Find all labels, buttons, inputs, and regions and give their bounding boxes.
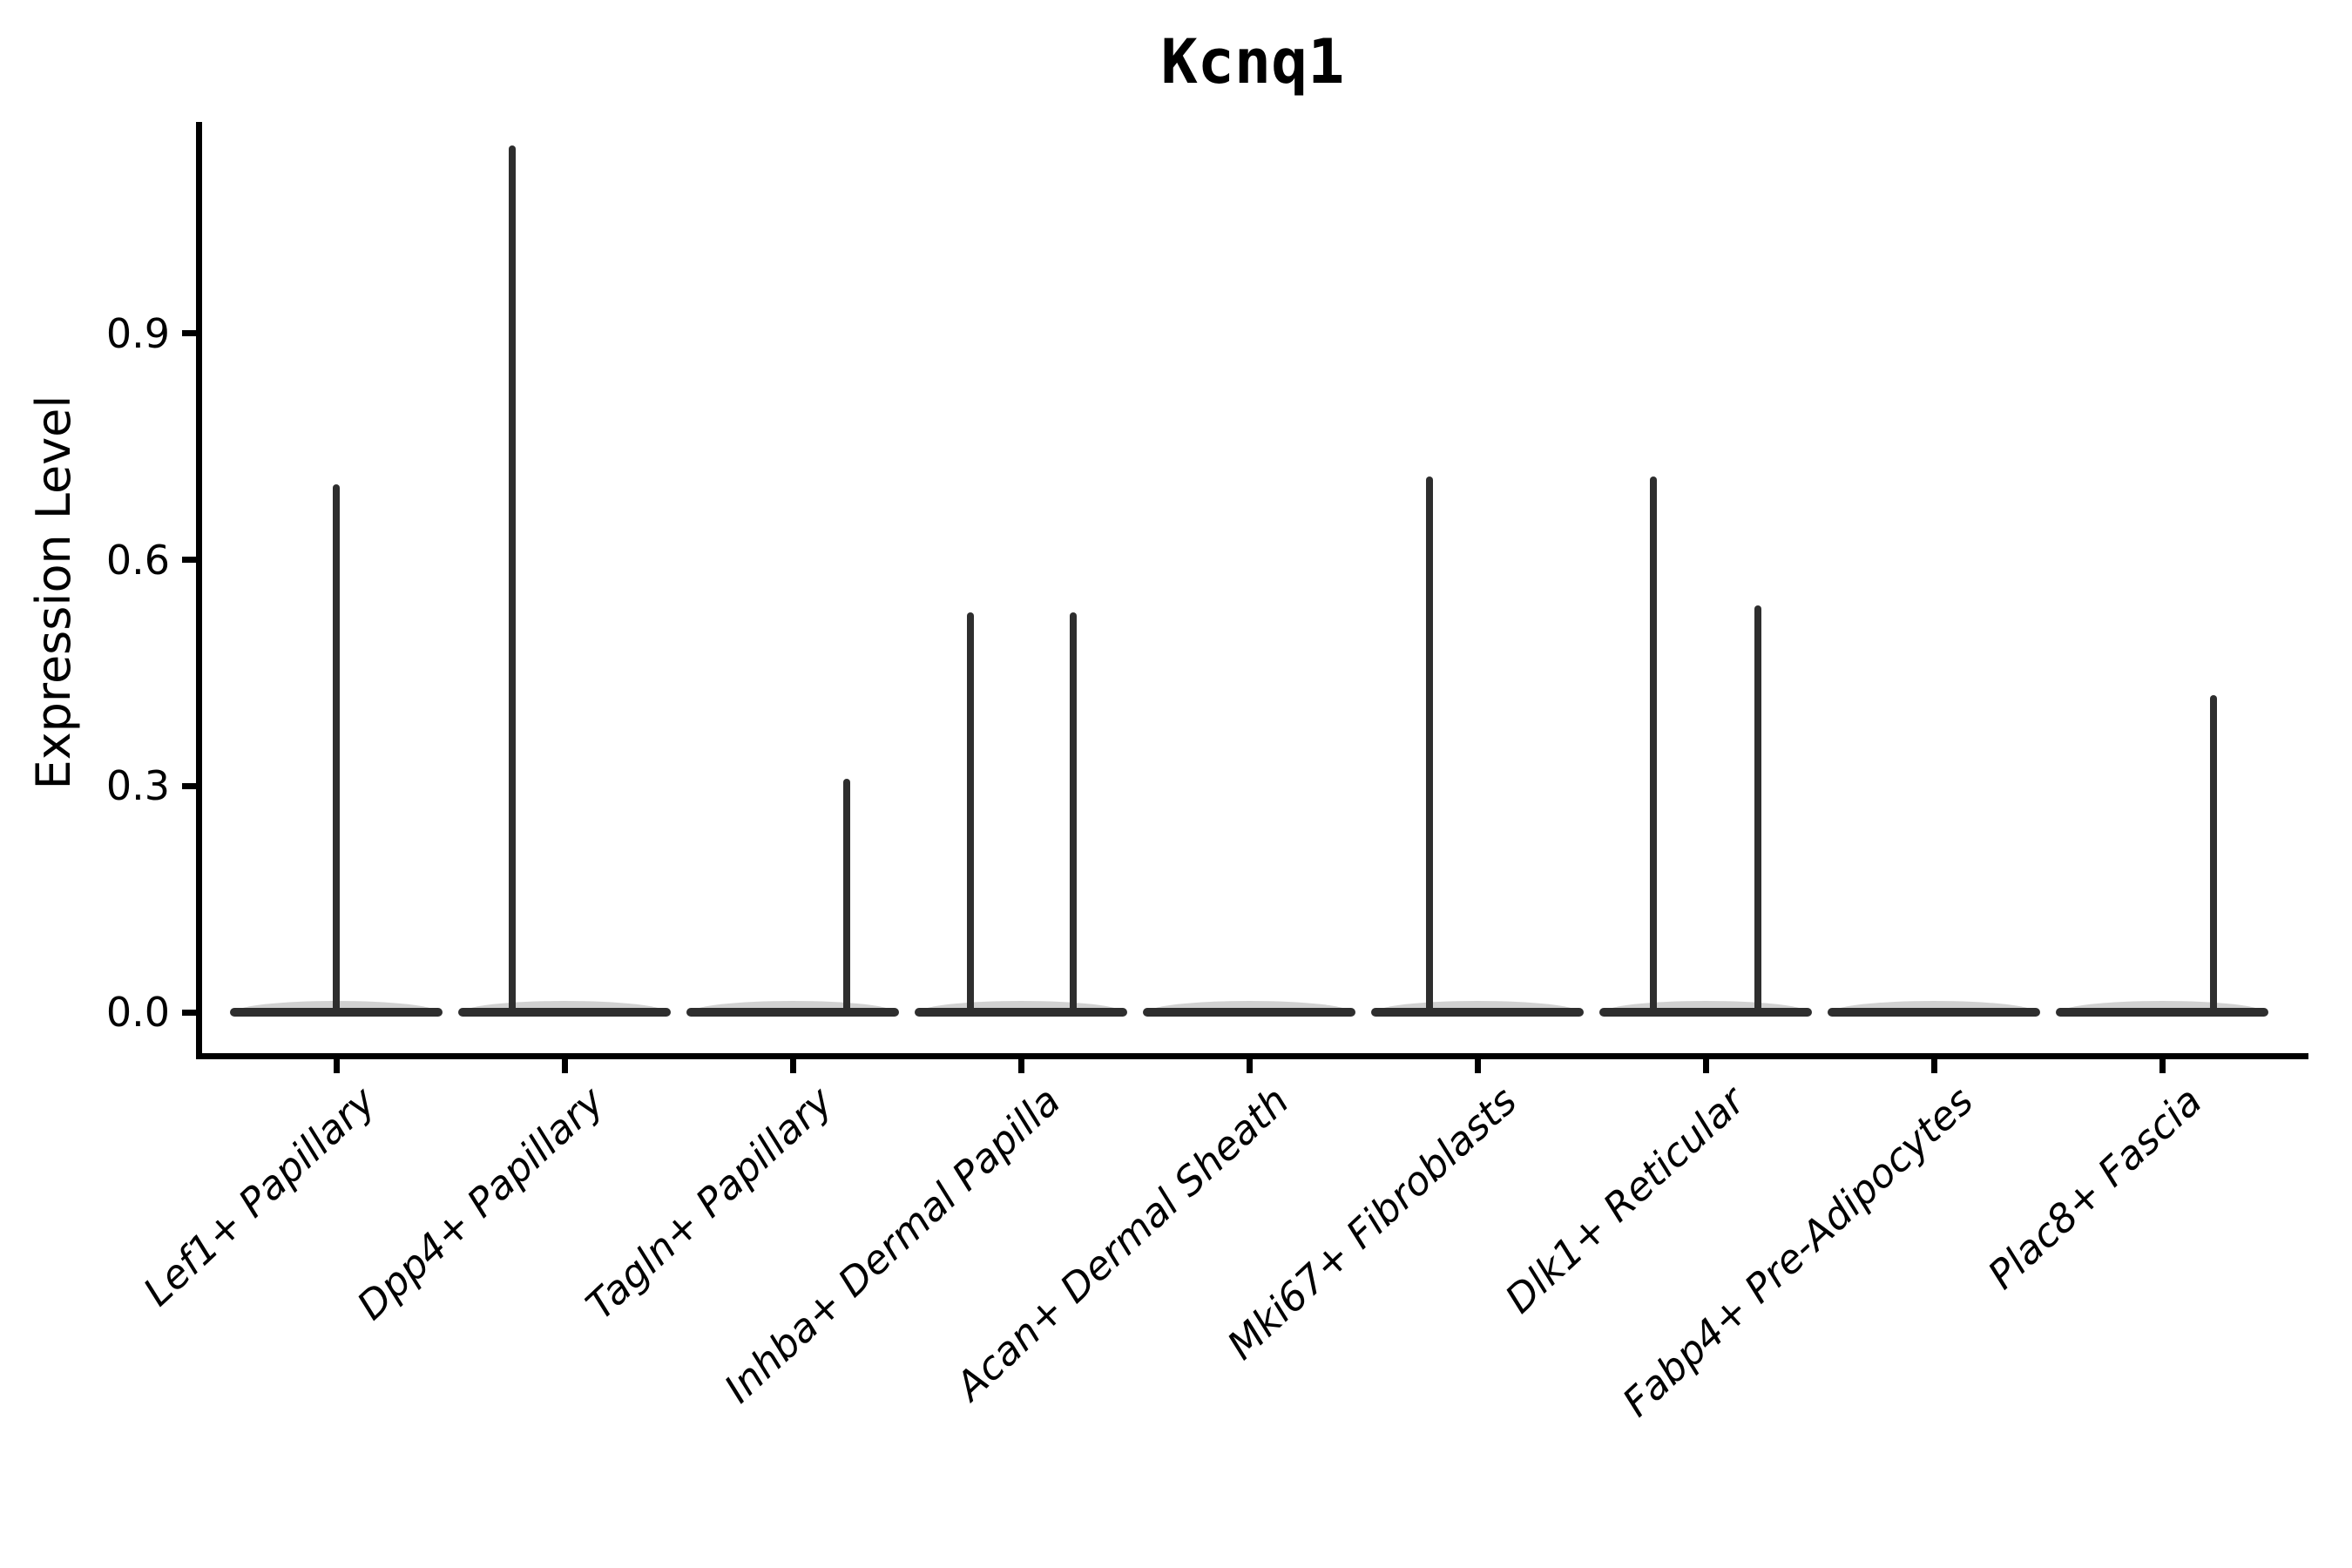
x-tick-mark <box>1930 1059 1937 1073</box>
violin-base <box>2056 1008 2268 1017</box>
violin-spike <box>508 145 516 1012</box>
violin-base <box>230 1008 443 1017</box>
y-tick-label: 0.6 <box>105 536 170 584</box>
violin-spike <box>1754 605 1762 1012</box>
y-tick-mark <box>182 1009 196 1016</box>
x-tick-mark <box>1017 1059 1024 1073</box>
violin-spike <box>1649 476 1657 1012</box>
violin-spike <box>1070 612 1078 1012</box>
x-tick-label: Dlk1+ Reticular <box>1496 1078 1754 1322</box>
y-tick-mark <box>182 330 196 337</box>
violin-base <box>915 1008 1127 1017</box>
x-tick-label: Tagln+ Papillary <box>577 1078 841 1329</box>
x-tick-mark <box>789 1059 796 1073</box>
y-tick-mark <box>182 782 196 789</box>
violin-spike <box>333 484 340 1012</box>
y-tick-mark <box>182 557 196 564</box>
violin-spike <box>967 612 975 1012</box>
y-tick-label: 0.3 <box>105 762 170 810</box>
x-axis-spine <box>196 1053 2308 1059</box>
violin-base <box>686 1008 899 1017</box>
violin-base <box>458 1008 671 1017</box>
violin-spike <box>2209 695 2217 1012</box>
x-tick-label: Dpp4+ Papillary <box>348 1078 613 1329</box>
x-tick-mark <box>333 1059 340 1073</box>
chart-title: Kcnq1 <box>1160 26 1345 98</box>
violin-spike <box>842 778 850 1012</box>
violin-base <box>1599 1008 1812 1017</box>
violin-spike <box>1425 476 1433 1012</box>
x-tick-label: Lef1+ Papillary <box>134 1078 385 1315</box>
violin-base <box>1828 1008 2040 1017</box>
x-tick-mark <box>1474 1059 1481 1073</box>
violin-base <box>1143 1008 1355 1017</box>
x-tick-mark <box>561 1059 568 1073</box>
y-tick-label: 0.0 <box>105 989 170 1036</box>
violin-base <box>1371 1008 1584 1017</box>
x-tick-mark <box>1246 1059 1253 1073</box>
y-tick-label: 0.9 <box>105 309 170 357</box>
x-tick-mark <box>1702 1059 1709 1073</box>
y-axis-spine <box>196 122 202 1059</box>
x-tick-mark <box>2159 1059 2166 1073</box>
x-tick-label: Plac8+ Fascia <box>1978 1078 2211 1299</box>
